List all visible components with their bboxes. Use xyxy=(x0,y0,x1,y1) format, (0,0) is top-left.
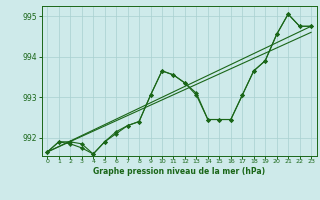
X-axis label: Graphe pression niveau de la mer (hPa): Graphe pression niveau de la mer (hPa) xyxy=(93,167,265,176)
